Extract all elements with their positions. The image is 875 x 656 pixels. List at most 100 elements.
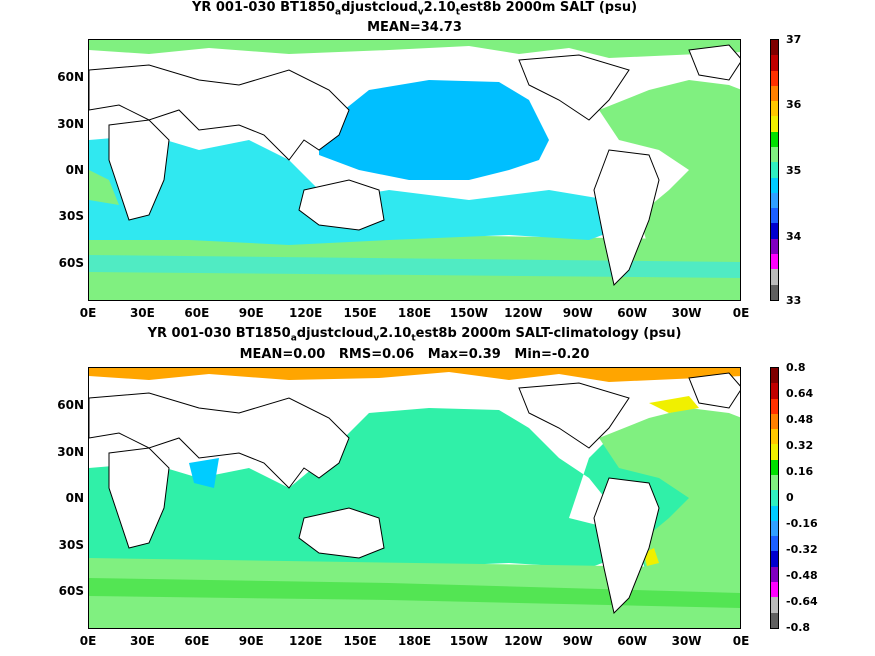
lon-tick: 30W: [671, 306, 702, 320]
colorbar-swatch: [771, 581, 778, 598]
colorbar-swatch: [771, 536, 778, 552]
lon-tick: 120W: [504, 634, 543, 648]
title-sub: a: [290, 333, 297, 344]
colorbar-swatch: [771, 398, 778, 414]
colorbar-swatch: [771, 551, 778, 567]
colorbar-swatch: [771, 253, 778, 270]
colorbar-swatch: [771, 177, 778, 193]
title-sub: v: [417, 7, 424, 18]
title-sub: t: [455, 7, 461, 18]
lon-tick: 0E: [732, 306, 750, 320]
lon-tick: 30E: [129, 634, 155, 648]
colorbar-swatch: [771, 474, 778, 491]
salt-anomaly-map-panel: [88, 367, 741, 629]
lon-tick: 120W: [504, 306, 543, 320]
lat-tick: 60S: [58, 584, 84, 598]
colorbar-swatch: [771, 85, 778, 102]
colorbar-swatch: [771, 284, 778, 300]
salt-map: [89, 40, 740, 300]
title-part: 2.10: [379, 326, 412, 341]
colorbar-swatch: [771, 505, 778, 521]
colorbar-swatch: [771, 413, 778, 430]
colorbar-label: -0.48: [786, 569, 818, 582]
lat-tick: 60N: [57, 70, 84, 84]
title-part: YR 001-030 BT1850: [191, 0, 336, 15]
colorbar-swatch: [771, 520, 778, 537]
colorbar-label: 0: [786, 491, 794, 504]
colorbar-swatch: [771, 192, 778, 209]
lon-tick: 30E: [129, 306, 155, 320]
colorbar-label: -0.8: [786, 621, 811, 634]
colorbar-label: 0.64: [786, 387, 814, 400]
colorbar-label: 0.8: [786, 361, 806, 374]
colorbar-label: 33: [786, 294, 802, 307]
colorbar-swatch: [771, 162, 778, 178]
colorbar-salt: [770, 39, 779, 301]
title-part: djustcloud: [341, 0, 418, 15]
lon-tick: 150W: [449, 306, 489, 320]
title-part: 2.10: [423, 0, 456, 15]
colorbar-label: 36: [786, 98, 802, 111]
title-part: est8b 2000m SALT-climatology (psu): [415, 326, 682, 341]
lon-tick: 60E: [184, 306, 210, 320]
colorbar-anomaly: [770, 367, 779, 629]
colorbar-swatch: [771, 368, 778, 384]
lon-tick: 30W: [671, 634, 702, 648]
colorbar-swatch: [771, 223, 778, 239]
lat-tick: 30N: [57, 445, 84, 459]
lon-tick: 0E: [79, 634, 97, 648]
colorbar-label: 0.48: [786, 413, 814, 426]
lon-tick: 0E: [79, 306, 97, 320]
lon-tick: 120E: [289, 634, 323, 648]
lat-tick: 0N: [65, 163, 84, 177]
lon-tick: 150E: [343, 634, 377, 648]
colorbar-swatch: [771, 146, 778, 163]
lat-tick: 0N: [65, 491, 84, 505]
colorbar-swatch: [771, 70, 778, 86]
colorbar-swatch: [771, 444, 778, 460]
lat-tick: 60S: [58, 256, 84, 270]
title-part: est8b 2000m SALT (psu): [460, 0, 638, 15]
colorbar-label: 0.16: [786, 465, 814, 478]
lat-tick: 60N: [57, 398, 84, 412]
colorbar-label: -0.64: [786, 595, 818, 608]
colorbar-label: -0.16: [786, 517, 818, 530]
title-sub: a: [335, 7, 342, 18]
colorbar-swatch: [771, 566, 778, 582]
lat-tick: 30S: [58, 209, 84, 223]
colorbar-swatch: [771, 597, 778, 613]
colorbar-swatch: [771, 101, 778, 117]
lat-tick: 30N: [57, 117, 84, 131]
lon-tick: 60W: [617, 306, 648, 320]
colorbar-label: 0.32: [786, 439, 814, 452]
lon-tick: 0E: [732, 634, 750, 648]
colorbar-swatch: [771, 238, 778, 254]
lat-tick: 30S: [58, 538, 84, 552]
salt-anomaly-map: [89, 368, 740, 628]
colorbar-label: 34: [786, 230, 802, 243]
colorbar-swatch: [771, 55, 778, 71]
lon-tick: 180E: [397, 306, 432, 320]
colorbar-swatch: [771, 459, 778, 475]
colorbar-swatch: [771, 490, 778, 506]
lon-tick: 150W: [449, 634, 489, 648]
title-sub: v: [373, 333, 380, 344]
salt-map-panel: [88, 39, 741, 301]
colorbar-swatch: [771, 131, 778, 147]
lon-tick: 120E: [289, 306, 323, 320]
panel2-title: YR 001-030 BT1850adjustcloudv2.10test8b …: [88, 326, 741, 347]
lon-tick: 90E: [238, 634, 264, 648]
colorbar-label: 37: [786, 33, 802, 46]
colorbar-swatch: [771, 40, 778, 56]
colorbar-swatch: [771, 116, 778, 132]
title-part: YR 001-030 BT1850: [147, 326, 291, 341]
colorbar-label: 35: [786, 164, 802, 177]
lon-tick: 60W: [617, 634, 648, 648]
colorbar-swatch: [771, 429, 778, 445]
lon-tick: 90E: [238, 306, 264, 320]
lon-tick: 180E: [397, 634, 432, 648]
colorbar-swatch: [771, 208, 778, 224]
colorbar-swatch: [771, 612, 778, 628]
colorbar-swatch: [771, 269, 778, 285]
title-part: djustcloud: [296, 326, 374, 341]
